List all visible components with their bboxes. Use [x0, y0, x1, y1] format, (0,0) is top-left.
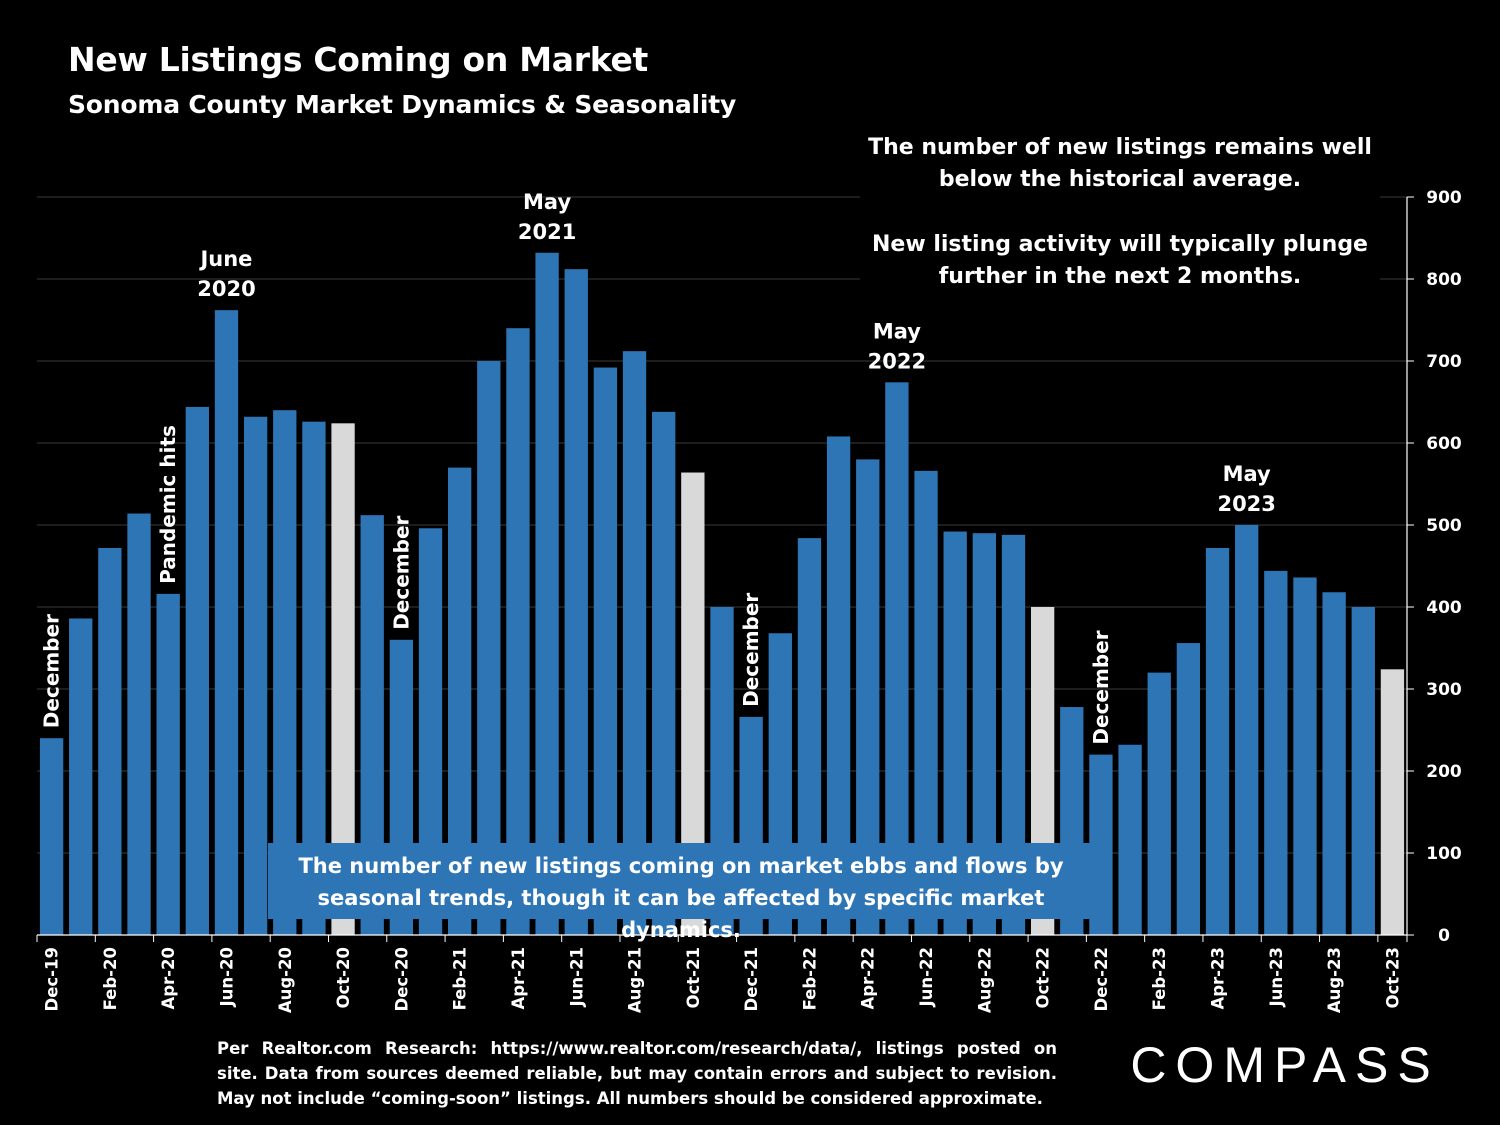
bar-sep-21 — [652, 411, 676, 936]
y-tick-label: 900 — [1426, 188, 1462, 208]
bar-sep-23 — [1351, 607, 1375, 935]
bar-apr-22 — [856, 459, 880, 935]
chart-title: New Listings Coming on Market — [68, 40, 649, 79]
bar-may-22 — [885, 382, 909, 935]
bar-jul-23 — [1293, 577, 1317, 935]
y-tick-label: 100 — [1426, 844, 1462, 864]
note-bottom: The number of new listings coming on mar… — [268, 843, 1094, 942]
bar-jul-22 — [943, 531, 967, 935]
y-tick-label: 500 — [1426, 516, 1462, 536]
annotation-peak: May 2023 — [1217, 462, 1275, 516]
x-tick-label: Oct-22 — [1034, 947, 1053, 1009]
bar-dec-19 — [39, 738, 64, 935]
y-tick-label: 0 — [1438, 926, 1450, 946]
x-tick-label: Jun-21 — [567, 947, 586, 1007]
annotation-peak: May 2021 — [518, 190, 576, 244]
bar-feb-21 — [448, 467, 472, 935]
compass-logo-text: COMPASS — [1130, 1037, 1439, 1092]
x-tick-label: Aug-22 — [975, 947, 994, 1013]
bar-feb-22 — [797, 538, 822, 935]
x-tick-label: Feb-22 — [800, 947, 819, 1010]
annotation-vertical: December — [40, 614, 64, 728]
bar-jun-21 — [564, 269, 588, 935]
x-tick-label: Apr-21 — [509, 947, 528, 1010]
x-tick-label: Aug-20 — [276, 947, 295, 1013]
annotation-peak: June 2020 — [197, 247, 255, 301]
bar-aug-23 — [1322, 592, 1346, 935]
bar-jul-21 — [593, 367, 618, 935]
bar-jan-21 — [418, 528, 443, 935]
y-tick-label: 400 — [1426, 598, 1462, 618]
bar-jun-23 — [1264, 570, 1288, 935]
y-tick-label: 600 — [1426, 434, 1462, 454]
y-tick-label: 300 — [1426, 680, 1462, 700]
annotation-vertical: Pandemic hits — [156, 425, 180, 584]
annotation-vertical: December — [389, 515, 413, 629]
x-tick-label: Dec-21 — [742, 947, 761, 1011]
bars — [39, 252, 1405, 936]
bar-aug-22 — [972, 533, 996, 935]
bar-oct-20 — [331, 423, 355, 935]
bar-aug-21 — [622, 351, 647, 935]
x-tick-label: Apr-23 — [1209, 947, 1228, 1010]
x-tick-labels: Dec-19 Feb-20 Apr-20 Jun-20 Aug-20 Oct-20 Dec-… — [36, 935, 1408, 1013]
bar-may-20 — [185, 406, 209, 935]
x-tick-label: Aug-21 — [626, 947, 645, 1013]
x-tick-label: Oct-23 — [1383, 947, 1402, 1009]
x-tick-label: Dec-19 — [43, 947, 62, 1011]
x-tick-label: Oct-20 — [334, 947, 353, 1009]
x-tick-label: Apr-20 — [159, 947, 178, 1010]
bar-sep-20 — [302, 421, 326, 935]
x-tick-label: Feb-20 — [101, 947, 120, 1010]
bar-jan-23 — [1118, 744, 1142, 935]
bar-jun-22 — [914, 470, 938, 935]
annotation-peak: May 2022 — [868, 319, 926, 373]
axes — [37, 197, 1408, 936]
x-tick-label: Dec-22 — [1092, 947, 1111, 1011]
bar-mar-20 — [127, 513, 151, 935]
bar-feb-23 — [1147, 672, 1171, 935]
x-tick-label: Oct-21 — [684, 947, 703, 1009]
bar-may-23 — [1235, 525, 1259, 935]
y-tick-label: 800 — [1426, 270, 1462, 290]
bar-may-21 — [535, 252, 559, 935]
annotation-vertical: December — [739, 593, 763, 707]
bar-mar-22 — [826, 436, 851, 935]
bar-aug-20 — [273, 410, 297, 935]
annotations: December Pandemic hits June 2020 December May… — [40, 190, 1276, 745]
bar-apr-21 — [506, 328, 530, 935]
bar-sep-22 — [1001, 534, 1026, 935]
bar-feb-20 — [98, 547, 122, 935]
compass-logo: COMPASS — [1130, 1037, 1439, 1092]
y-tick-label: 200 — [1426, 762, 1462, 782]
x-tick-label: Jun-22 — [917, 947, 936, 1007]
note-top-line1: The number of new listings remains well … — [868, 135, 1372, 192]
x-tick-label: Feb-21 — [451, 947, 470, 1010]
bar-apr-20 — [156, 593, 180, 935]
bar-dec-22 — [1089, 754, 1113, 935]
x-tick-label: Aug-23 — [1325, 947, 1344, 1013]
y-tick-labels: 0 100 200 300 400 500 600 700 800 900 — [1407, 188, 1462, 946]
bar-jun-20 — [214, 310, 239, 935]
bar-oct-21 — [681, 472, 705, 935]
note-top-line2: New listing activity will typically plun… — [872, 232, 1368, 289]
bar-jul-20 — [243, 416, 268, 935]
bar-mar-23 — [1176, 643, 1201, 935]
chart-subtitle: Sonoma County Market Dynamics & Seasonal… — [68, 90, 737, 119]
bar-apr-23 — [1205, 547, 1230, 935]
bar-oct-23 — [1380, 669, 1405, 935]
x-tick-label: Jun-20 — [217, 947, 236, 1007]
annotation-vertical: December — [1089, 630, 1113, 744]
x-tick-label: Feb-23 — [1150, 947, 1169, 1010]
x-tick-label: Dec-20 — [392, 947, 411, 1011]
x-tick-label: Jun-23 — [1267, 947, 1286, 1007]
x-tick-label: Apr-22 — [859, 947, 878, 1010]
bar-mar-21 — [477, 361, 501, 935]
footnote: Per Realtor.com Research: https://www.re… — [217, 1039, 1057, 1108]
bar-nov-20 — [360, 515, 384, 935]
bar-jan-20 — [69, 618, 93, 935]
note-top: The number of new listings remains well … — [860, 132, 1380, 293]
y-tick-label: 700 — [1426, 352, 1462, 372]
